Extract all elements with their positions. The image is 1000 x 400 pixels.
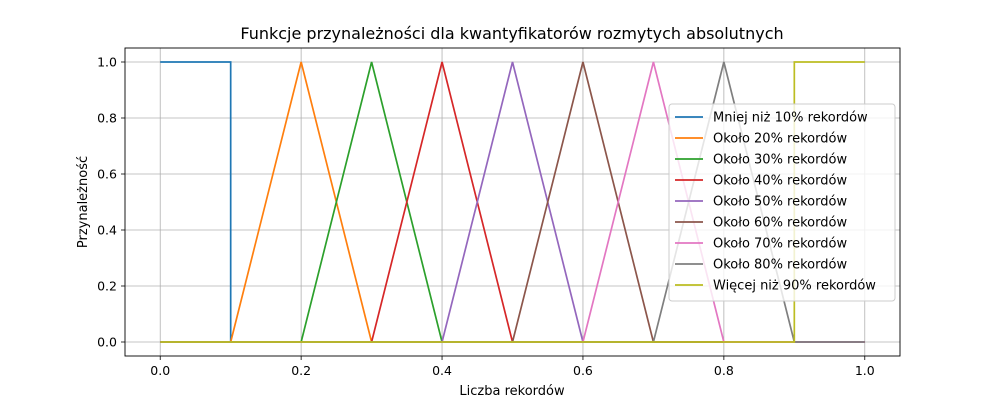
x-tick-label: 0.4 (432, 363, 452, 378)
x-axis-label: Liczba rekordów (459, 384, 565, 399)
x-tick-label: 0.0 (150, 363, 170, 378)
legend-box (668, 103, 896, 302)
legend-label: Około 40% rekordów (713, 174, 847, 189)
y-tick-label: 0.4 (97, 223, 117, 238)
y-tick-label: 0.8 (97, 111, 117, 126)
x-tick-label: 1.0 (855, 363, 875, 378)
x-tick-label: 0.8 (714, 363, 734, 378)
legend-label: Więcej niż 90% rekordów (713, 279, 876, 294)
legend-label: Około 60% rekordów (713, 216, 847, 231)
series-group (160, 61, 865, 343)
y-axis-label: Przynależność (76, 156, 91, 248)
legend-label: Około 70% rekordów (713, 237, 847, 252)
legend-label: Około 30% rekordów (713, 153, 847, 168)
y-tick-label: 0.2 (97, 279, 117, 294)
y-tick-label: 0.6 (97, 167, 117, 182)
legend-label: Około 50% rekordów (713, 195, 847, 210)
plot-frame (124, 47, 901, 357)
legend-label: Około 20% rekordów (713, 132, 847, 147)
legend-label: Mniej niż 10% rekordów (713, 111, 868, 126)
x-tick-label: 0.2 (291, 363, 311, 378)
x-tick-label: 0.6 (573, 363, 593, 378)
y-tick-label: 1.0 (97, 55, 117, 70)
legend-label: Około 80% rekordów (713, 258, 847, 273)
ticks: 0.0 0.2 0.4 0.6 0.8 1.0 0.0 0.2 0.4 0.6 0.8 1.0 (97, 55, 875, 379)
chart-title: Funkcje przynależności dla kwantyfikator… (240, 24, 783, 43)
legend: Mniej niż 10% rekordów Około 20% rekordów… (668, 103, 896, 302)
y-tick-label: 0.0 (97, 335, 117, 350)
